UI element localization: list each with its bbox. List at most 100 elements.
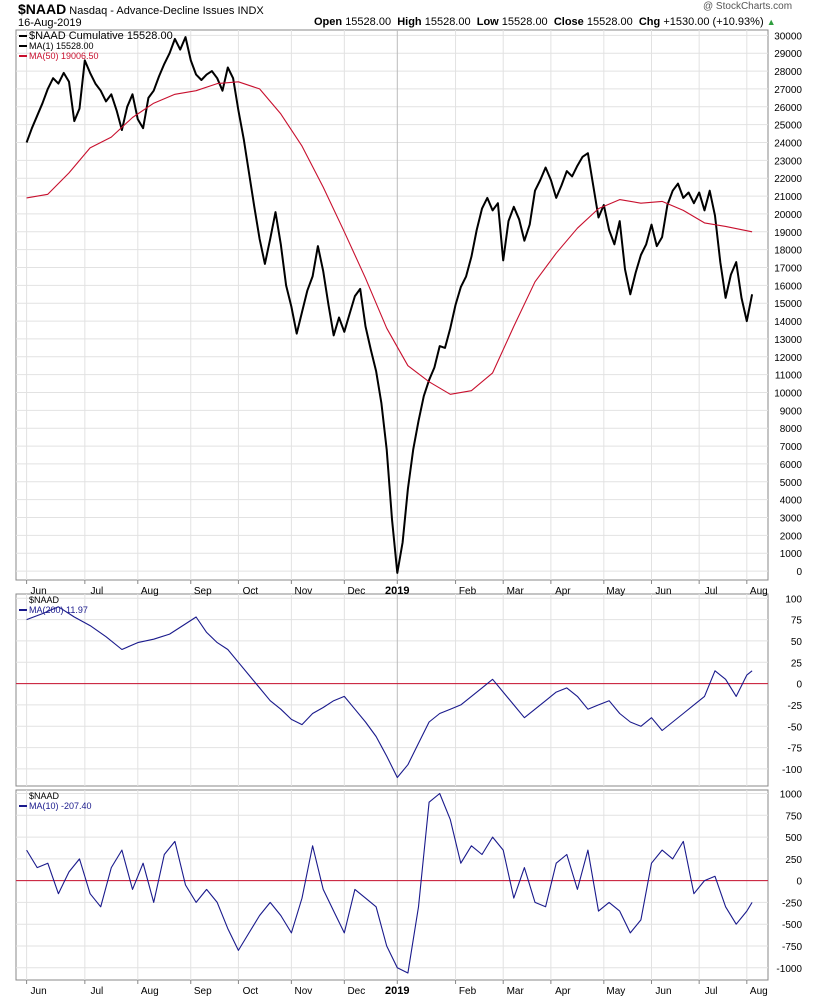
x-tick-label: Mar	[507, 986, 525, 997]
y-tick-label: 0	[796, 567, 802, 578]
series-line--naad-cumulative	[25, 36, 754, 574]
symbol-name: Nasdaq - Advance-Decline Issues	[69, 5, 235, 17]
x-tick-label: Jul	[90, 586, 103, 597]
y-tick-label: -75	[788, 744, 803, 755]
x-tick-label: Oct	[243, 586, 259, 597]
y-tick-label: 1000	[780, 789, 803, 800]
legend-entry: MA(10) -207.40	[29, 801, 92, 811]
y-tick-label: 29000	[774, 49, 802, 60]
x-tick-label: Jul	[705, 986, 718, 997]
y-tick-label: 100	[785, 594, 802, 605]
y-tick-label: 21000	[774, 192, 802, 203]
ohlc-readout: Open 15528.00 High 15528.00 Low 15528.00…	[314, 16, 776, 28]
y-tick-label: 16000	[774, 281, 802, 292]
x-axis: Jun Jul Aug Sep Oct Nov Dec 2019 Feb Mar Apr May Jun…	[26, 580, 768, 997]
x-tick-label: Nov	[294, 986, 312, 997]
y-tick-label: 25000	[774, 121, 802, 132]
x-tick-label: 2019	[385, 585, 409, 597]
x-tick-label: Dec	[347, 986, 365, 997]
cumulative-panel: 0 1000 2000 3000 4000 5000 6000 7000 8000 9000 100…	[15, 29, 803, 581]
y-tick-label: 7000	[780, 442, 803, 453]
legend-entry: MA(50) 19006.50	[29, 51, 99, 61]
y-tick-label: 11000	[775, 371, 803, 382]
legend-entry: $NAAD	[29, 595, 60, 605]
y-tick-label: 18000	[774, 246, 802, 257]
chg-value: +1530.00 (+10.93%)	[663, 16, 764, 28]
x-tick-label: Nov	[294, 586, 312, 597]
high-value: 15528.00	[424, 16, 471, 28]
x-tick-label: Aug	[141, 986, 159, 997]
x-tick-label: Jul	[705, 586, 718, 597]
series-line-ma-50-	[26, 81, 753, 395]
x-tick-label: Feb	[459, 986, 477, 997]
symbol: $NAAD	[18, 1, 67, 17]
y-tick-label: 17000	[774, 264, 802, 275]
x-tick-label: Apr	[555, 586, 571, 597]
y-tick-label: 9000	[780, 406, 803, 417]
y-tick-label: 20000	[774, 210, 802, 221]
panel-frame	[15, 593, 769, 787]
y-tick-label: -50	[788, 722, 803, 733]
y-tick-label: 0	[796, 877, 802, 888]
y-tick-label: 75	[791, 616, 803, 627]
y-tick-label: 4000	[780, 496, 803, 507]
ma10-panel: -1000 -750 -500 -250 0 250 500 750 1000 $NAADMA(1…	[15, 789, 803, 981]
y-tick-label: 8000	[780, 424, 803, 435]
y-tick-label: 5000	[780, 478, 803, 489]
y-tick-label: 10000	[774, 389, 802, 400]
x-tick-label: Jun	[655, 986, 671, 997]
legend-entry: $NAAD Cumulative 15528.00	[29, 30, 173, 42]
series-line-ma-10-	[26, 792, 753, 974]
y-tick-label: -1000	[776, 964, 802, 975]
x-tick-label: Aug	[750, 986, 768, 997]
y-tick-label: 23000	[774, 156, 802, 167]
y-tick-label: -100	[782, 765, 802, 776]
y-tick-label: 15000	[774, 299, 802, 310]
y-tick-label: -750	[782, 942, 802, 953]
y-tick-label: 6000	[780, 460, 803, 471]
y-tick-label: 14000	[774, 317, 802, 328]
legend-entry: MA(1) 15528.00	[29, 41, 94, 51]
chart-header: $NAAD Nasdaq - Advance-Decline Issues IN…	[18, 1, 264, 17]
x-tick-label: May	[606, 986, 625, 997]
y-tick-label: -250	[782, 898, 802, 909]
y-tick-label: 28000	[774, 67, 802, 78]
y-tick-label: 13000	[774, 335, 802, 346]
legend-entry: $NAAD	[29, 791, 60, 801]
up-arrow-icon: ▲	[766, 17, 776, 27]
x-tick-label: Sep	[194, 986, 212, 997]
panel-frame	[15, 29, 769, 581]
close-value: 15528.00	[586, 16, 633, 28]
x-tick-label: Dec	[347, 586, 365, 597]
x-tick-label: Aug	[750, 586, 768, 597]
y-tick-label: 22000	[774, 174, 802, 185]
x-tick-label: 2019	[385, 985, 409, 997]
y-tick-label: 19000	[774, 228, 802, 239]
low-label: Low	[476, 16, 499, 28]
legend-entry: MA(200) 11.97	[29, 605, 88, 615]
x-tick-label: May	[606, 586, 625, 597]
y-tick-label: 500	[785, 833, 802, 844]
y-tick-label: 250	[785, 855, 802, 866]
y-tick-label: 26000	[774, 103, 802, 114]
y-tick-label: 12000	[774, 353, 802, 364]
x-tick-label: Jun	[655, 586, 671, 597]
x-tick-label: Jun	[31, 586, 47, 597]
x-tick-label: Feb	[459, 586, 477, 597]
open-value: 15528.00	[345, 16, 392, 28]
open-label: Open	[314, 16, 343, 28]
series-line-ma-200-	[26, 606, 753, 779]
y-tick-label: 24000	[774, 139, 802, 150]
x-tick-label: Sep	[194, 586, 212, 597]
y-tick-label: 1000	[780, 549, 803, 560]
panel-frame	[15, 789, 769, 981]
chart-date: 16-Aug-2019	[18, 17, 82, 29]
y-tick-label: 50	[791, 637, 803, 648]
close-label: Close	[553, 16, 584, 28]
x-tick-label: Jul	[90, 986, 103, 997]
y-tick-label: 27000	[774, 85, 802, 96]
y-tick-label: 750	[785, 811, 802, 822]
